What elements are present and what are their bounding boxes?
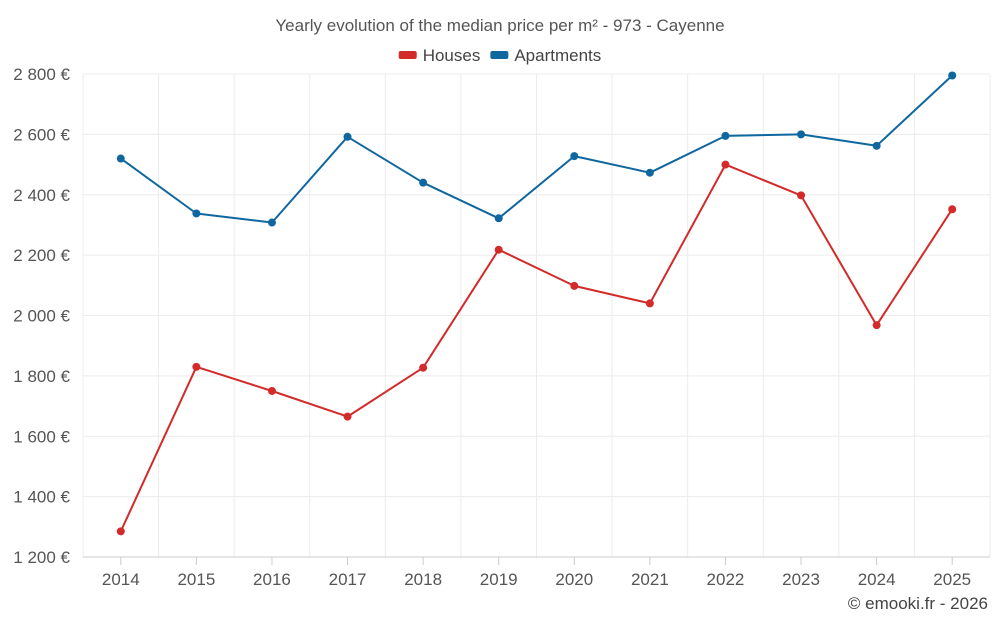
y-tick-label: 2 200 € — [13, 246, 70, 265]
data-point-apartments[interactable] — [343, 132, 352, 141]
x-axis: 2014 2015 2016 2017 2018 2019 2020 2021 2022 2023… — [83, 556, 990, 589]
x-tick-label: 2020 — [555, 570, 593, 589]
x-tick-label: 2015 — [177, 570, 215, 589]
x-tick-label: 2019 — [480, 570, 518, 589]
data-point-apartments[interactable] — [570, 152, 579, 161]
x-tick-label: 2025 — [933, 570, 971, 589]
x-tick-label: 2017 — [329, 570, 367, 589]
data-point-houses[interactable] — [494, 245, 503, 254]
data-point-houses[interactable] — [645, 299, 654, 308]
data-point-houses[interactable] — [267, 386, 276, 395]
data-point-houses[interactable] — [948, 205, 957, 214]
legend: Houses Apartments — [398, 46, 601, 65]
y-tick-label: 2 800 € — [13, 65, 70, 84]
data-point-houses[interactable] — [721, 160, 730, 169]
x-tick-label: 2014 — [102, 570, 140, 589]
data-point-houses[interactable] — [343, 412, 352, 421]
data-point-houses[interactable] — [116, 527, 125, 536]
data-point-houses[interactable] — [192, 362, 201, 371]
y-tick-label: 1 600 € — [13, 427, 70, 446]
data-point-apartments[interactable] — [872, 141, 881, 150]
series-layer — [116, 71, 957, 536]
data-point-apartments[interactable] — [721, 131, 730, 140]
y-tick-label: 1 800 € — [13, 367, 70, 386]
y-tick-label: 2 400 € — [13, 186, 70, 205]
data-point-apartments[interactable] — [494, 214, 503, 223]
y-tick-label: 1 200 € — [13, 548, 70, 567]
chart-title: Yearly evolution of the median price per… — [275, 16, 724, 35]
legend-swatch — [398, 51, 417, 59]
series-line-apartments — [120, 74, 953, 224]
data-point-houses[interactable] — [570, 281, 579, 290]
data-point-apartments[interactable] — [116, 154, 125, 163]
x-tick-label: 2023 — [782, 570, 820, 589]
data-point-houses[interactable] — [872, 321, 881, 330]
x-tick-label: 2018 — [404, 570, 442, 589]
credit-text: © emooki.fr - 2026 — [848, 594, 988, 613]
legend-item-houses[interactable]: Houses — [398, 46, 481, 65]
legend-swatch — [490, 51, 509, 59]
data-point-apartments[interactable] — [419, 178, 428, 187]
y-axis: 1 200 € 1 400 € 1 600 € 1 800 € 2 000 € 2 200… — [13, 65, 70, 567]
legend-item-apartments[interactable]: Apartments — [490, 46, 601, 65]
series-line-houses — [119, 163, 954, 532]
y-tick-label: 2 000 € — [13, 307, 70, 326]
data-point-apartments[interactable] — [948, 71, 957, 80]
series-houses — [116, 160, 957, 536]
data-point-apartments[interactable] — [267, 218, 276, 227]
y-tick-label: 1 400 € — [13, 488, 70, 507]
x-tick-label: 2022 — [707, 570, 745, 589]
x-tick-label: 2021 — [631, 570, 669, 589]
x-tick-label: 2024 — [858, 570, 896, 589]
data-point-houses[interactable] — [797, 191, 806, 200]
data-point-houses[interactable] — [419, 363, 428, 372]
legend-label: Apartments — [514, 46, 601, 65]
data-point-apartments[interactable] — [192, 209, 201, 218]
series-apartments — [116, 71, 957, 227]
data-point-apartments[interactable] — [797, 130, 806, 139]
grid — [82, 73, 991, 557]
legend-label: Houses — [423, 46, 481, 65]
x-tick-label: 2016 — [253, 570, 291, 589]
data-point-apartments[interactable] — [645, 168, 654, 177]
y-tick-label: 2 600 € — [13, 125, 70, 144]
